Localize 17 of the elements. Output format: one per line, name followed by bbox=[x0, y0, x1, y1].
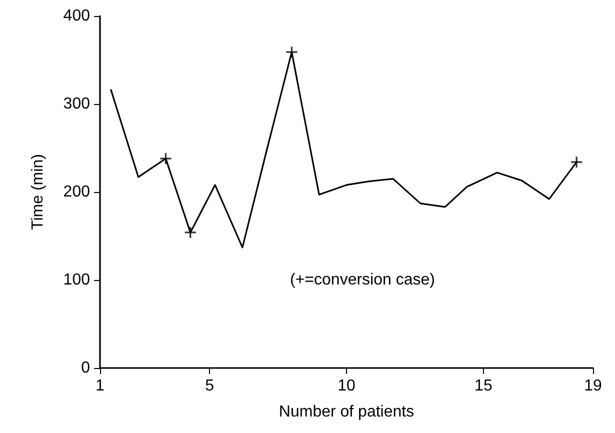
point bbox=[184, 226, 197, 239]
x-tick-label: 15 bbox=[474, 378, 492, 394]
y-tick-label: 0 bbox=[81, 360, 90, 376]
x-axis-title: Number of patients bbox=[278, 404, 414, 420]
point bbox=[285, 46, 298, 58]
point bbox=[159, 152, 172, 165]
x-tick-label: 5 bbox=[205, 378, 214, 394]
annotation: (+=conversion case) bbox=[290, 272, 435, 288]
x-tick-label: 10 bbox=[338, 378, 356, 394]
y-axis-title: Time (min) bbox=[30, 154, 46, 230]
y-tick-label: 400 bbox=[63, 8, 90, 24]
point bbox=[570, 156, 583, 168]
x-tick-label: 1 bbox=[96, 378, 105, 394]
y-tick-label: 300 bbox=[63, 96, 90, 112]
y-tick-label: 200 bbox=[63, 184, 90, 200]
x-tick-label: 19 bbox=[584, 378, 602, 394]
y-tick-label: 100 bbox=[63, 272, 90, 288]
